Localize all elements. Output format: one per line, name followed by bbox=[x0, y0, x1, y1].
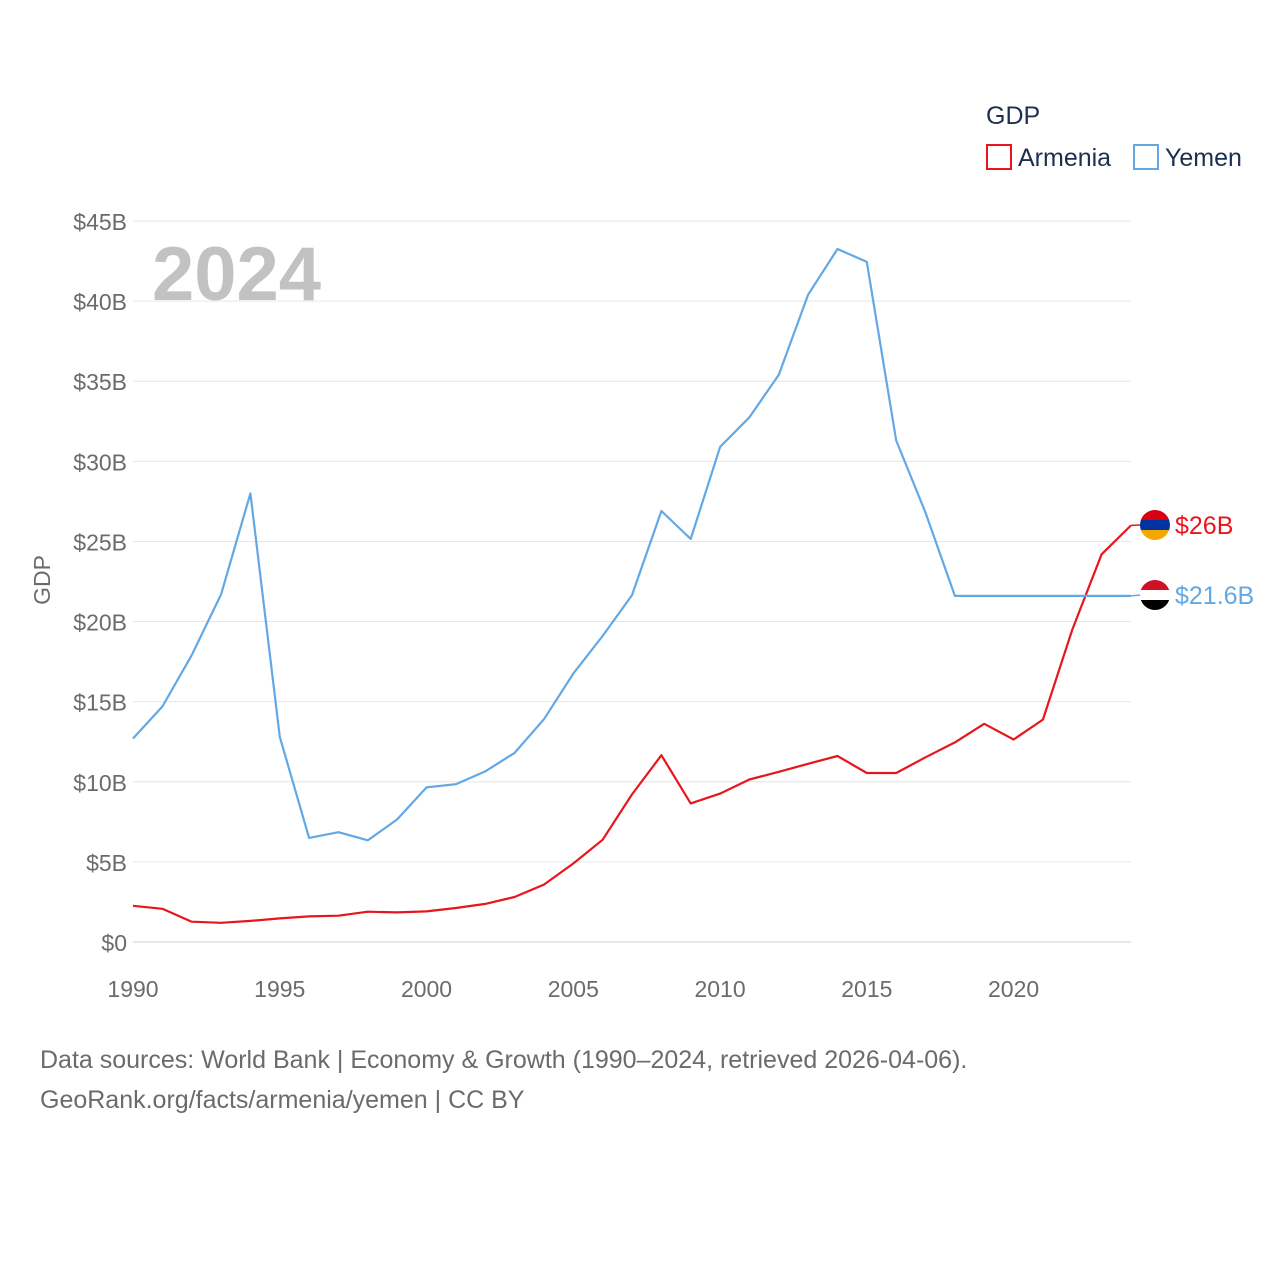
x-tick-label: 2020 bbox=[988, 976, 1039, 1002]
y-tick-label: $25B bbox=[73, 529, 127, 555]
y-tick-label: $30B bbox=[73, 449, 127, 475]
source-url-text: GeoRank.org/facts/armenia/yemen | CC BY bbox=[40, 1086, 525, 1114]
series-line-armenia bbox=[132, 524, 1132, 924]
y-tick-label: $10B bbox=[73, 770, 127, 796]
x-tick-label: 2000 bbox=[401, 976, 452, 1002]
end-value-label-yemen: $21.6B bbox=[1175, 582, 1254, 610]
x-axis: 1990 1995 2000 2005 2010 2015 2020 bbox=[107, 976, 1039, 1002]
y-axis: $0 $5B $10B $15B $20B $25B $30B $35B $40B $45B bbox=[73, 209, 127, 956]
y-tick-label: $40B bbox=[73, 289, 127, 315]
grid-layer bbox=[133, 220, 1131, 943]
legend-title: GDP bbox=[986, 102, 1040, 130]
x-tick-label: 2010 bbox=[694, 976, 745, 1002]
x-tick-label: 2015 bbox=[841, 976, 892, 1002]
armenia-flag-icon bbox=[1140, 510, 1170, 540]
legend-swatch-yemen bbox=[1133, 144, 1159, 170]
end-connector-yemen bbox=[1130, 594, 1142, 597]
legend-label-yemen: Yemen bbox=[1165, 144, 1242, 172]
x-tick-label: 2005 bbox=[548, 976, 599, 1002]
y-tick-label: $45B bbox=[73, 209, 127, 235]
y-tick-label: $0 bbox=[101, 930, 127, 956]
end-markers: $26B $21.6B bbox=[1130, 510, 1254, 610]
y-tick-label: $15B bbox=[73, 690, 127, 716]
series-layer bbox=[132, 247, 1132, 924]
data-sources-text: Data sources: World Bank | Economy & Gro… bbox=[40, 1046, 968, 1074]
legend-item-armenia[interactable]: Armenia bbox=[986, 144, 1111, 172]
end-value-label-armenia: $26B bbox=[1175, 512, 1233, 540]
y-tick-label: $20B bbox=[73, 610, 127, 636]
series-line-yemen bbox=[132, 247, 1131, 842]
legend: GDP Armenia Yemen bbox=[986, 102, 1242, 172]
x-tick-label: 1995 bbox=[254, 976, 305, 1002]
y-tick-label: $5B bbox=[86, 850, 127, 876]
legend-swatch-armenia bbox=[986, 144, 1012, 170]
gdp-line-chart: $0 $5B $10B $15B $20B $25B $30B $35B $40B $45B 19… bbox=[29, 102, 1254, 1002]
current-year-label: 2024 bbox=[152, 232, 321, 317]
chart-footer: Data sources: World Bank | Economy & Gro… bbox=[40, 1040, 967, 1120]
legend-item-yemen[interactable]: Yemen bbox=[1133, 144, 1242, 172]
legend-label-armenia: Armenia bbox=[1018, 144, 1111, 172]
x-tick-label: 1990 bbox=[107, 976, 158, 1002]
y-axis-title: GDP bbox=[29, 555, 55, 605]
yemen-flag-icon bbox=[1140, 580, 1170, 610]
y-tick-label: $35B bbox=[73, 369, 127, 395]
